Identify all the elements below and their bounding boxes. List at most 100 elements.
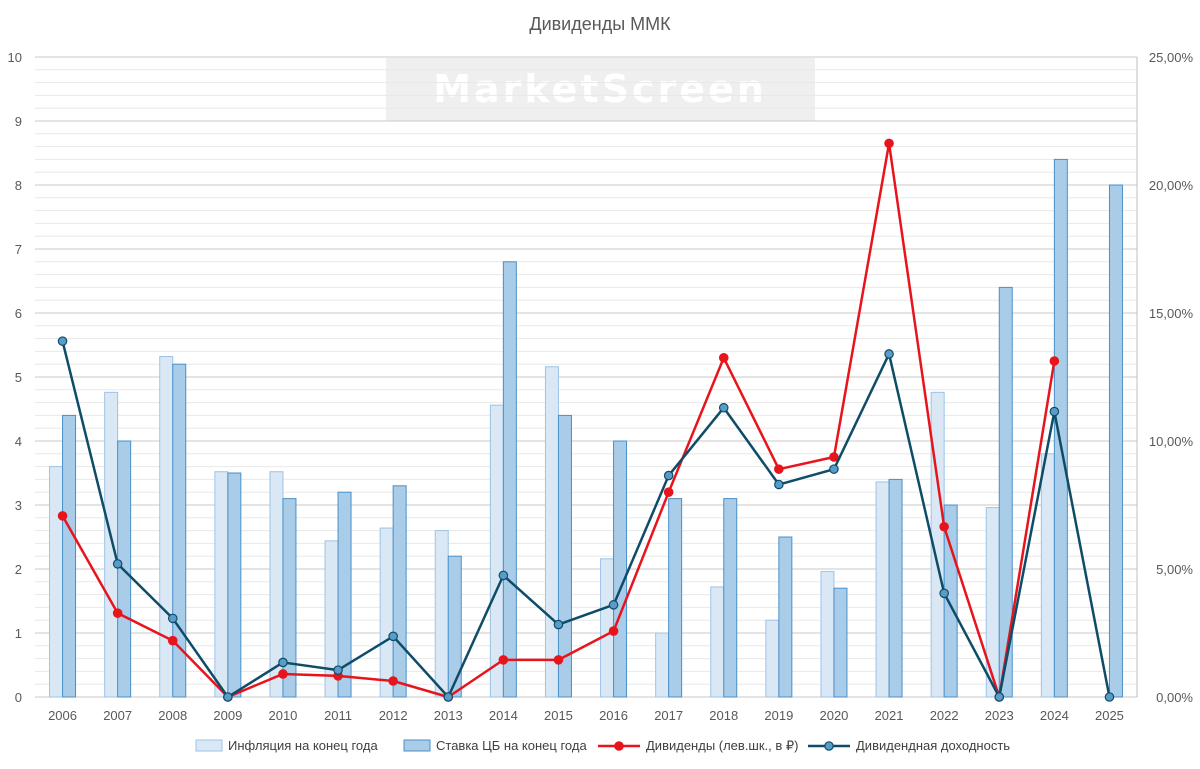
bar-inflation-2021: [875, 481, 890, 698]
right-axis-tick-label: 10,00%: [1149, 434, 1194, 449]
left-axis-tick-label: 2: [15, 562, 22, 577]
bar-cb-rate-2023: [998, 286, 1013, 698]
legend-dividend-yield-swatch-marker: [824, 741, 834, 751]
legend: Инфляция на конец года Ставка ЦБ на конец…: [195, 738, 1010, 753]
x-axis-tick-label: 2023: [985, 708, 1014, 723]
left-axis-tick-label: 8: [15, 178, 22, 193]
x-axis-tick-label: 2012: [379, 708, 408, 723]
left-axis-tick-label: 7: [15, 242, 22, 257]
point-dividends-2019: [774, 464, 784, 474]
bar-inflation-2015: [544, 366, 559, 698]
watermark-text: MarketScreen: [433, 67, 767, 111]
bar-cb-rate-2019: [778, 536, 793, 698]
legend-cb-rate-swatch: [403, 739, 431, 752]
watermark: MarketScreen: [386, 58, 815, 121]
point-dividend-yield-2009: [223, 692, 233, 702]
legend-cb-rate: Ставка ЦБ на конец года: [403, 738, 587, 753]
left-axis-tick-label: 4: [15, 434, 22, 449]
bar-cb-rate-2008: [172, 363, 187, 698]
bar-inflation-2006: [49, 466, 64, 698]
bar-inflation-2023: [985, 507, 1000, 698]
left-axis-tick-label: 3: [15, 498, 22, 513]
x-axis-tick-label: 2021: [875, 708, 904, 723]
point-dividend-yield-2010: [278, 657, 288, 668]
bar-inflation-2009: [214, 471, 229, 698]
point-dividends-2022: [939, 521, 949, 532]
bar-inflation-2020: [820, 571, 835, 698]
x-axis-tick-label: 2007: [103, 708, 132, 723]
point-dividend-yield-2023: [994, 692, 1005, 702]
point-dividends-2018: [718, 352, 729, 363]
bar-cb-rate-2011: [337, 491, 352, 698]
bar-inflation-2007: [104, 391, 119, 698]
bar-cb-rate-2010: [282, 498, 297, 698]
point-dividend-yield-2014: [498, 570, 509, 581]
point-dividends-2020: [829, 452, 839, 462]
point-dividends-2006: [57, 511, 68, 521]
bar-cb-rate-2017: [668, 498, 683, 698]
x-axis-tick-label: 2009: [213, 708, 242, 723]
point-dividend-yield-2006: [57, 336, 68, 346]
point-dividends-2012: [388, 676, 398, 686]
point-dividends-2016: [608, 626, 619, 636]
bar-inflation-2008: [159, 356, 174, 698]
bar-inflation-2024: [1040, 453, 1055, 698]
line-series: [57, 138, 1115, 702]
legend-dividends-label: Дивиденды (лев.шк., в ₽): [646, 738, 799, 753]
point-dividends-2021: [884, 138, 894, 149]
bar-cb-rate-2009: [227, 472, 242, 698]
bar-inflation-2014: [489, 404, 504, 698]
point-dividends-2007: [112, 608, 123, 618]
legend-inflation: Инфляция на конец года: [195, 738, 378, 753]
bar-series: [49, 158, 1123, 698]
bar-cb-rate-2020: [833, 587, 848, 698]
bar-inflation-2019: [765, 619, 780, 698]
point-dividend-yield-2017: [663, 470, 674, 481]
bar-cb-rate-2014: [502, 261, 517, 698]
x-axis-tick-label: 2019: [764, 708, 793, 723]
left-axis-tick-label: 10: [8, 50, 22, 65]
point-dividend-yield-2018: [718, 402, 729, 413]
point-dividend-yield-2013: [443, 692, 454, 702]
point-dividend-yield-2025: [1104, 692, 1115, 702]
legend-cb-rate-label: Ставка ЦБ на конец года: [436, 738, 587, 753]
point-dividends-2010: [278, 669, 288, 679]
bar-cb-rate-2006: [62, 414, 77, 698]
x-axis-tick-label: 2006: [48, 708, 77, 723]
line-dividend-yield: [61, 340, 1111, 699]
x-axis-tick-label: 2008: [158, 708, 187, 723]
point-dividend-yield-2008: [167, 613, 178, 624]
point-dividend-yield-2024: [1049, 406, 1060, 417]
point-dividends-2024: [1049, 356, 1060, 366]
legend-inflation-swatch: [195, 739, 223, 752]
x-axis-tick-label: 2018: [709, 708, 738, 723]
bar-cb-rate-2013: [447, 555, 462, 698]
point-dividend-yield-2022: [939, 588, 949, 599]
x-axis-tick-label: 2010: [268, 708, 297, 723]
right-axis-tick-label: 0,00%: [1156, 690, 1193, 705]
point-dividend-yield-2011: [333, 665, 343, 675]
left-axis-tick-label: 6: [15, 306, 22, 321]
point-dividend-yield-2015: [553, 619, 564, 630]
bar-cb-rate-2016: [613, 440, 628, 698]
point-dividend-yield-2020: [829, 464, 839, 474]
bar-inflation-2018: [710, 586, 725, 698]
legend-dividend-yield-label: Дивидендная доходность: [856, 738, 1010, 753]
bar-inflation-2012: [379, 527, 394, 698]
x-axis-tick-label: 2017: [654, 708, 683, 723]
point-dividends-2014: [498, 655, 509, 665]
point-dividends-2017: [663, 487, 674, 497]
legend-dividends: Дивиденды (лев.шк., в ₽): [598, 738, 799, 753]
x-axis-tick-label: 2022: [930, 708, 959, 723]
x-axis-tick-label: 2011: [324, 708, 352, 723]
x-axis-tick-label: 2025: [1095, 708, 1124, 723]
point-dividend-yield-2021: [884, 349, 894, 359]
right-axis-tick-label: 15,00%: [1149, 306, 1194, 321]
x-axis-tick-label: 2024: [1040, 708, 1069, 723]
left-axis-tick-label: 1: [15, 626, 22, 641]
point-dividend-yield-2019: [774, 479, 784, 490]
x-axis-tick-label: 2020: [819, 708, 848, 723]
point-dividend-yield-2016: [608, 600, 619, 610]
